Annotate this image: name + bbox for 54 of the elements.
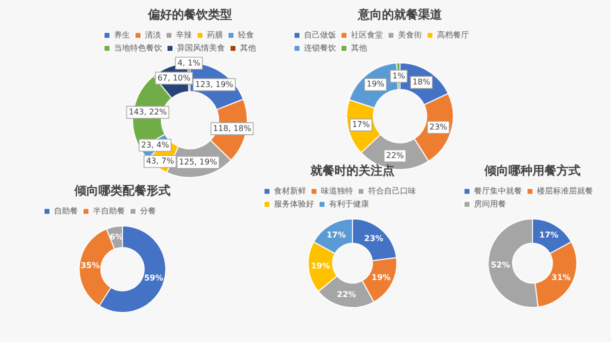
chart-title: 就餐时的关注点 (310, 163, 394, 178)
legend-label: 美食街 (398, 30, 422, 40)
legend-label: 符合自己口味 (368, 186, 416, 196)
data-label: 22% (386, 150, 404, 160)
legend-label: 有利于健康 (329, 199, 369, 208)
legend-label: 半自助餐 (93, 206, 125, 216)
legend-label: 房间用餐 (474, 199, 506, 208)
legend-label: 社区食堂 (351, 30, 383, 40)
data-label: 23% (364, 234, 384, 244)
legend-label: 味道独特 (321, 186, 353, 196)
chart-title: 意向的就餐渠道 (357, 7, 443, 22)
data-label: 19% (310, 261, 330, 270)
data-label: 125, 19% (179, 157, 218, 166)
legend-label: 分餐 (140, 206, 156, 216)
data-label: 123, 19% (195, 80, 234, 89)
legend-label: 其他 (240, 43, 256, 52)
chart-title: 倾向哪种用餐方式 (484, 163, 580, 178)
legend-label: 食材新鲜 (274, 186, 306, 196)
data-label: 23% (429, 122, 448, 132)
data-label: 31% (552, 272, 571, 282)
data-label: 23, 4% (141, 140, 170, 150)
legend-label: 自助餐 (54, 206, 78, 216)
legend-label: 楼层标准层就餐 (537, 186, 593, 196)
data-label: 17% (326, 230, 346, 240)
legend-label: 辛辣 (176, 30, 192, 40)
legend-label: 高档餐厅 (437, 30, 469, 40)
data-label: 4, 1% (177, 58, 201, 68)
data-label: 1% (392, 71, 406, 80)
legend-label: 异国风情美食 (177, 43, 225, 52)
data-label: 67, 10% (157, 73, 191, 82)
chart-title: 偏好的餐饮类型 (147, 7, 232, 22)
legend-label: 轻食 (238, 30, 254, 40)
legend-label: 当地特色餐饮 (114, 43, 162, 52)
data-label: 52% (490, 260, 510, 270)
data-label: 19% (366, 80, 385, 89)
chart-title: 倾向哪类配餐形式 (74, 183, 170, 198)
legend-label: 服务体验好 (274, 199, 314, 208)
data-label: 17% (539, 230, 558, 240)
legend-label: 清淡 (145, 30, 161, 40)
legend-label: 养生 (114, 30, 130, 40)
data-label: 18% (412, 78, 431, 87)
data-label: 35% (80, 261, 100, 270)
data-label: 19% (372, 272, 391, 282)
legend-label: 连锁餐饮 (304, 43, 336, 52)
data-label: 59% (144, 273, 164, 282)
legend-label: 药膳 (207, 30, 223, 40)
data-label: 17% (352, 120, 370, 129)
data-label: 118, 18% (213, 124, 252, 133)
legend-label: 自己做饭 (304, 30, 336, 40)
data-label: 143, 22% (128, 107, 168, 116)
legend-label: 其他 (351, 43, 367, 52)
data-label: 22% (336, 290, 356, 299)
data-label: 43, 7% (146, 156, 174, 166)
legend-label: 餐厅集中就餐 (474, 186, 522, 196)
